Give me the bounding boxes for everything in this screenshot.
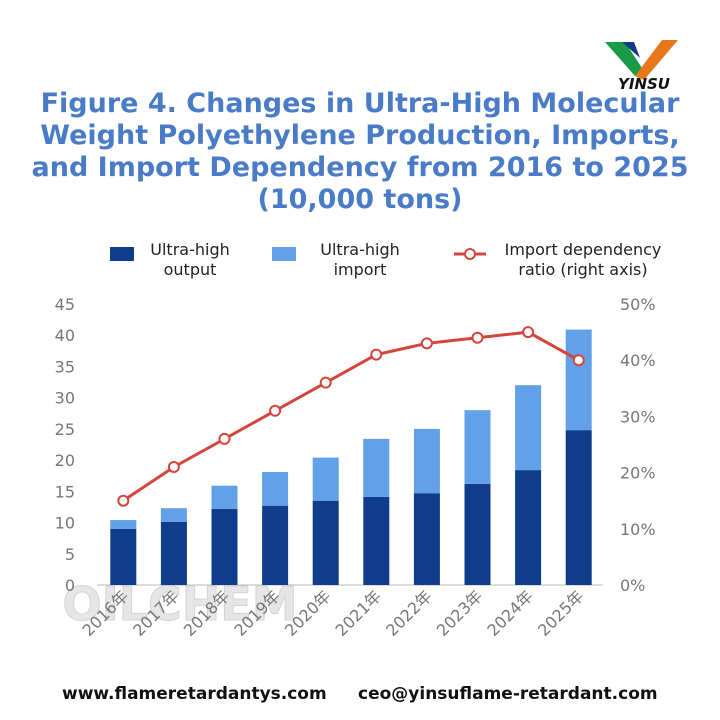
- bar: [312, 500, 339, 585]
- point: [319, 376, 332, 389]
- point: [117, 494, 130, 507]
- y-tick-label: 5: [65, 545, 75, 564]
- x-tick-label: 2022年: [382, 586, 436, 640]
- y-tick-label: 45: [55, 295, 75, 314]
- legend-label: Import dependency ratio (right axis): [504, 240, 662, 279]
- x-tick-label: 2025年: [534, 586, 588, 640]
- bar: [413, 493, 440, 585]
- bar: [565, 329, 592, 431]
- bar: [312, 457, 339, 501]
- bar: [211, 485, 238, 509]
- legend-swatch: [454, 248, 486, 260]
- bar: [262, 505, 289, 585]
- point: [471, 331, 484, 344]
- line: [122, 330, 580, 502]
- watermark: OILCHEM: [63, 577, 298, 631]
- point: [420, 337, 433, 350]
- y-tick-label: 30: [55, 389, 75, 408]
- bar: [110, 528, 137, 585]
- y2-tick-label: 40%: [620, 351, 656, 370]
- bar: [110, 520, 137, 529]
- bar: [413, 428, 440, 494]
- bar: [160, 521, 187, 585]
- bar: [515, 385, 542, 471]
- bar: [515, 470, 542, 585]
- y2-tick-label: 10%: [620, 520, 656, 539]
- x-tick-label: 2023年: [433, 586, 487, 640]
- logo-text: YINSU: [618, 75, 670, 92]
- chart-title: Figure 4. Changes in Ultra-High Molecula…: [31, 88, 689, 215]
- legend-label: Ultra-high import: [320, 240, 400, 279]
- y2-tick-label: 20%: [620, 464, 656, 483]
- y-tick-label: 35: [55, 357, 75, 376]
- legend-swatch: [272, 247, 296, 261]
- x-tick-label: 2024年: [483, 586, 537, 640]
- x-tick-label: 2021年: [332, 586, 386, 640]
- y2-tick-label: 0%: [620, 576, 645, 595]
- point: [218, 432, 231, 445]
- bar: [211, 508, 238, 585]
- y-tick-label: 40: [55, 326, 75, 345]
- y-tick-label: 0: [65, 576, 75, 595]
- y2-tick-label: 30%: [620, 407, 656, 426]
- logo: YINSU: [600, 36, 690, 96]
- bar: [464, 410, 491, 484]
- footer-website: www.flameretardantys.com: [62, 684, 327, 704]
- y-tick-label: 25: [55, 420, 75, 439]
- y-tick-label: 15: [55, 482, 75, 501]
- bar: [363, 438, 390, 497]
- point: [269, 404, 282, 417]
- legend-swatch: [110, 247, 134, 261]
- y-tick-label: 10: [55, 514, 75, 533]
- bar: [464, 483, 491, 585]
- legend-label: Ultra-high output: [150, 240, 230, 279]
- logo-icon: YINSU: [605, 40, 678, 93]
- point: [572, 354, 585, 367]
- footer-email: ceo@yinsuflame-retardant.com: [358, 684, 658, 704]
- y-tick-label: 20: [55, 451, 75, 470]
- bar: [363, 496, 390, 585]
- bar: [160, 508, 187, 522]
- point: [370, 348, 383, 361]
- point: [167, 460, 180, 473]
- y2-tick-label: 50%: [620, 295, 656, 314]
- point: [522, 326, 535, 339]
- bar: [262, 471, 289, 506]
- bar: [565, 430, 592, 585]
